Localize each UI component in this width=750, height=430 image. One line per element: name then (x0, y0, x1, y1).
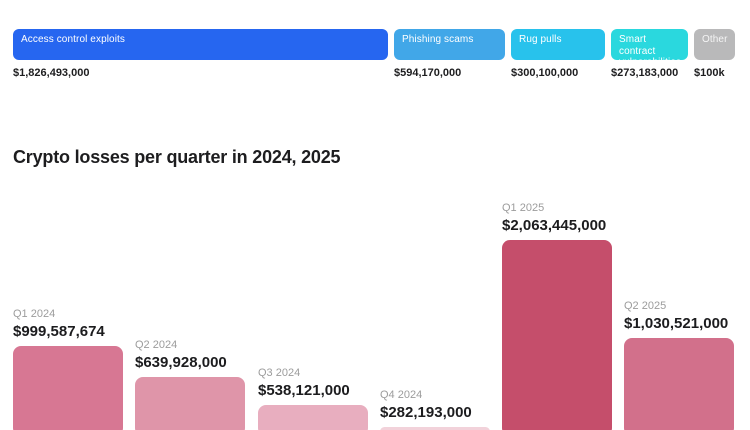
segment-label: Access control exploits (21, 34, 126, 45)
bar-value-label: $999,587,674 (13, 323, 105, 340)
bar-quarter-label: Q1 2025 (502, 202, 545, 214)
bar-value-label: $639,928,000 (135, 354, 227, 371)
segment-other[interactable]: Other (694, 29, 735, 60)
segment-label: Other (702, 34, 728, 45)
segment-label: Rug pulls (519, 34, 562, 45)
segment-value-smart-contract: $273,183,000 (611, 67, 679, 79)
segment-label: Smart contract vulnerabilities (619, 34, 681, 60)
crypto-losses-by-category-chart: Access control exploits Phishing scams R… (0, 0, 750, 80)
bar-q1-2025[interactable] (502, 240, 612, 430)
segment-value-access-control: $1,826,493,000 (13, 67, 90, 79)
segment-phishing-scams[interactable]: Phishing scams (394, 29, 505, 60)
bar-group-q2-2024: Q2 2024 $639,928,000 (135, 338, 245, 430)
crypto-losses-per-quarter-chart: Q1 2024 $999,587,674 Q2 2024 $639,928,00… (0, 168, 750, 430)
bar-value-label: $2,063,445,000 (502, 217, 607, 234)
segment-value-rug-pulls: $300,100,000 (511, 67, 579, 79)
chart-title: Crypto losses per quarter in 2024, 2025 (13, 147, 341, 167)
bar-quarter-label: Q4 2024 (380, 389, 423, 401)
bar-q1-2024[interactable] (13, 346, 123, 430)
bar-value-label: $1,030,521,000 (624, 315, 729, 332)
bar-group-q1-2024: Q1 2024 $999,587,674 (13, 307, 123, 430)
bar-q3-2024[interactable] (258, 405, 368, 430)
bar-group-q2-2025: Q2 2025 $1,030,521,000 (624, 299, 734, 430)
segment-rug-pulls[interactable]: Rug pulls (511, 29, 605, 60)
bar-value-label: $538,121,000 (258, 382, 350, 399)
segment-label: Phishing scams (402, 34, 474, 45)
bar-group-q1-2025: Q1 2025 $2,063,445,000 (502, 201, 612, 430)
bar-quarter-label: Q2 2024 (135, 339, 178, 351)
bar-q2-2025[interactable] (624, 338, 734, 430)
segment-value-phishing: $594,170,000 (394, 67, 462, 79)
segment-access-control-exploits[interactable]: Access control exploits (13, 29, 388, 60)
bar-value-label: $282,193,000 (380, 404, 472, 421)
segment-smart-contract-vulnerabilities[interactable]: Smart contract vulnerabilities (611, 29, 688, 60)
bar-q2-2024[interactable] (135, 377, 245, 430)
segment-value-other: $100k (694, 67, 725, 79)
bar-group-q3-2024: Q3 2024 $538,121,000 (258, 366, 368, 430)
bar-quarter-label: Q2 2025 (624, 300, 667, 312)
category-stacked-bar: Access control exploits Phishing scams R… (13, 29, 735, 60)
bar-q4-2024[interactable] (380, 427, 490, 430)
category-values-row: $1,826,493,000 $594,170,000 $300,100,000… (13, 67, 735, 80)
bar-quarter-label: Q3 2024 (258, 367, 301, 379)
bar-group-q4-2024: Q4 2024 $282,193,000 (380, 388, 490, 430)
bar-quarter-label: Q1 2024 (13, 308, 56, 320)
